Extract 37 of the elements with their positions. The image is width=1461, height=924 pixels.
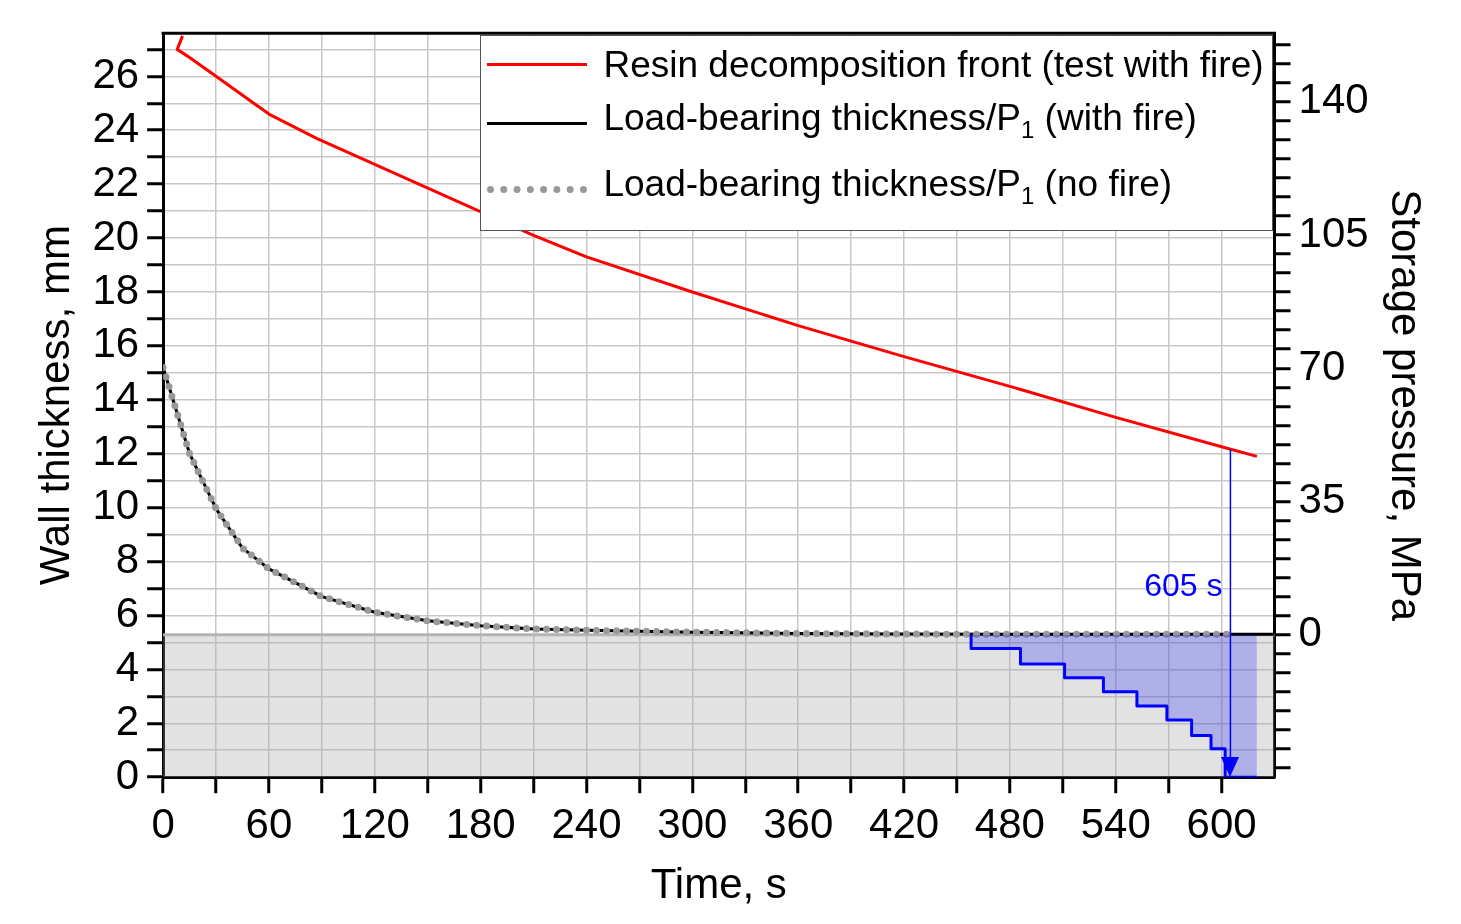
y-tick-label: 22 [92, 157, 140, 205]
y2-tick-label: 0 [1298, 608, 1322, 656]
y-tick-label: 4 [115, 642, 140, 690]
y-tick-label: 24 [92, 103, 140, 151]
y-tick-label: 14 [92, 373, 140, 421]
x-tick-label: 60 [245, 799, 293, 847]
x-tick-label: 180 [445, 799, 516, 847]
y2-tick-label: 70 [1298, 341, 1346, 389]
y-tick-label: 0 [115, 750, 140, 798]
y-tick-label: 26 [92, 49, 140, 97]
x-tick-label: 540 [1080, 799, 1151, 847]
y2-tick-label: 35 [1298, 475, 1346, 523]
x-tick-label: 120 [339, 799, 410, 847]
legend-label: Load-bearing thickness/P$_{1}$ (no fire) [603, 161, 1173, 211]
legend-label: Load-bearing thickness/P$_{1}$ (with fire) [603, 96, 1197, 146]
y-tick-label: 8 [115, 535, 140, 583]
x-axis-title: Time, s [650, 860, 787, 908]
ref-line-label: 605 s [1144, 566, 1223, 603]
y-tick-label: 18 [92, 265, 140, 313]
x-tick-label: 600 [1186, 799, 1257, 847]
legend-label: Resin decomposition front (test with fire) [603, 43, 1264, 88]
y2-tick-label: 105 [1298, 208, 1369, 256]
y2-axis-title: Storage pressure, MPa [1383, 189, 1431, 622]
y-tick-label: 16 [92, 319, 140, 367]
y-tick-label: 2 [115, 696, 140, 744]
y-tick-label: 10 [92, 481, 140, 529]
y-axis-title: Wall thickness, mm [30, 225, 78, 586]
y2-tick-label: 140 [1298, 75, 1369, 123]
x-tick-label: 240 [551, 799, 622, 847]
x-tick-label: 480 [974, 799, 1045, 847]
x-tick-label: 360 [763, 799, 834, 847]
y-tick-label: 20 [92, 211, 140, 259]
x-tick-label: 420 [869, 799, 940, 847]
x-tick-label: 0 [151, 799, 175, 847]
x-tick-label: 300 [657, 799, 728, 847]
y-tick-label: 6 [115, 589, 140, 637]
y-tick-label: 12 [92, 427, 140, 475]
